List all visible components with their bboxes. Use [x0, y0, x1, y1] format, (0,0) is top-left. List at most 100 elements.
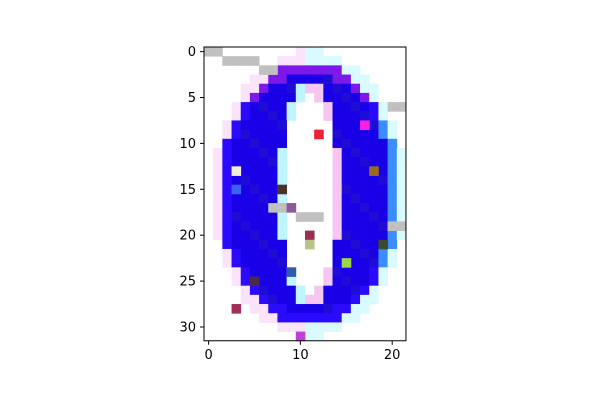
image-pixel — [350, 147, 361, 158]
image-pixel — [222, 258, 232, 268]
image-pixel — [314, 47, 324, 57]
image-pixel — [277, 166, 288, 176]
image-pixel — [387, 147, 398, 158]
image-pixel — [341, 276, 352, 287]
image-pixel — [295, 65, 306, 75]
image-pixel — [222, 157, 232, 167]
image-pixel — [387, 129, 398, 140]
image-pixel — [240, 157, 251, 167]
image-accent-pixel — [286, 203, 297, 213]
image-pixel — [341, 212, 352, 222]
image-pixel — [249, 267, 260, 277]
image-pixel — [304, 331, 315, 342]
image-pixel — [286, 56, 297, 66]
image-pixel — [332, 92, 343, 103]
image-accent-pixel — [222, 56, 232, 66]
image-pixel — [231, 120, 242, 131]
image-pixel — [314, 83, 324, 94]
image-accent-pixel — [231, 184, 242, 195]
image-pixel — [360, 294, 370, 305]
image-accent-pixel — [314, 212, 324, 222]
image-pixel — [332, 322, 343, 332]
image-pixel — [332, 258, 343, 268]
image-pixel — [249, 285, 260, 296]
image-pixel — [286, 102, 297, 112]
image-pixel — [332, 56, 343, 66]
image-pixel — [369, 294, 379, 305]
image-pixel — [295, 294, 306, 305]
image-pixel — [259, 120, 269, 131]
image-pixel — [360, 166, 370, 176]
image-pixel — [369, 276, 379, 287]
image-pixel — [249, 166, 260, 176]
image-pixel — [332, 248, 343, 259]
image-pixel — [277, 267, 288, 277]
image-pixel — [350, 285, 361, 296]
image-accent-pixel — [295, 331, 306, 342]
image-pixel — [369, 212, 379, 222]
image-accent-pixel — [360, 120, 370, 131]
image-pixel — [231, 276, 242, 287]
image-pixel — [249, 129, 260, 140]
image-pixel — [277, 221, 288, 231]
image-pixel — [314, 74, 324, 85]
image-accent-pixel — [231, 56, 242, 66]
image-pixel — [360, 304, 370, 314]
image-pixel — [341, 102, 352, 112]
image-pixel — [213, 203, 223, 213]
image-pixel — [231, 102, 242, 112]
image-pixel — [332, 83, 343, 94]
image-pixel — [277, 322, 288, 332]
image-pixel — [286, 92, 297, 103]
image-accent-pixel — [286, 267, 297, 277]
image-pixel — [240, 203, 251, 213]
image-pixel — [268, 83, 278, 94]
image-pixel — [268, 147, 278, 158]
image-pixel — [268, 138, 278, 149]
image-pixel — [268, 120, 278, 131]
image-pixel — [332, 74, 343, 85]
image-pixel — [360, 276, 370, 287]
image-pixel — [369, 184, 379, 195]
image-pixel — [259, 102, 269, 112]
image-pixel — [277, 193, 288, 204]
image-pixel — [341, 83, 352, 94]
image-pixel — [249, 175, 260, 186]
image-pixel — [268, 294, 278, 305]
image-pixel — [213, 212, 223, 222]
image-pixel — [369, 193, 379, 204]
image-pixel — [295, 304, 306, 314]
image-pixel — [378, 147, 388, 158]
image-pixel — [360, 221, 370, 231]
image-pixel — [314, 65, 324, 75]
image-pixel — [387, 212, 398, 222]
image-pixel — [360, 102, 370, 112]
image-pixel — [277, 92, 288, 103]
image-pixel — [249, 230, 260, 241]
image-pixel — [378, 258, 388, 268]
image-pixel — [332, 313, 343, 323]
image-pixel — [369, 147, 379, 158]
image-pixel — [378, 138, 388, 149]
image-pixel — [213, 184, 223, 195]
image-pixel — [350, 65, 361, 75]
image-pixel — [332, 111, 343, 121]
image-pixel — [360, 111, 370, 121]
image-pixel — [240, 129, 251, 140]
image-pixel — [323, 285, 333, 296]
image-pixel — [268, 304, 278, 314]
image-pixel — [249, 184, 260, 195]
image-pixel — [259, 304, 269, 314]
image-pixel — [249, 294, 260, 305]
image-pixel — [222, 230, 232, 241]
image-pixel — [360, 203, 370, 213]
image-pixel — [350, 111, 361, 121]
image-pixel — [277, 248, 288, 259]
image-pixel — [249, 92, 260, 103]
image-pixel — [231, 248, 242, 259]
image-pixel — [332, 184, 343, 195]
image-pixel — [277, 74, 288, 85]
image-pixel — [213, 175, 223, 186]
image-pixel — [277, 175, 288, 186]
image-pixel — [277, 285, 288, 296]
